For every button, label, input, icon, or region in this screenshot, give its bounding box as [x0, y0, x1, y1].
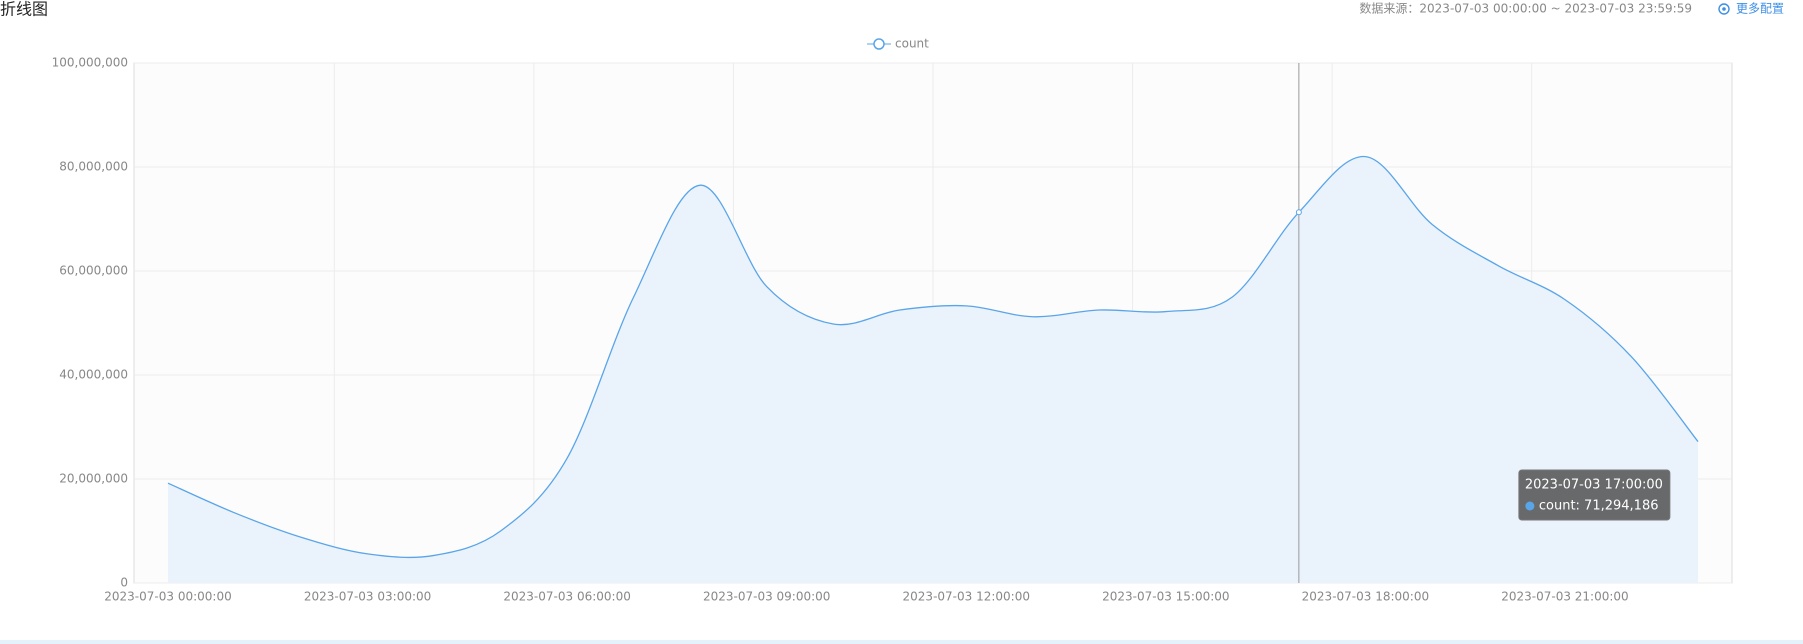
- legend-marker: [873, 38, 885, 50]
- x-tick-label: 2023-07-03 00:00:00: [104, 590, 231, 604]
- data-source: 数据来源：2023-07-03 00:00:00 ~ 2023-07-03 23…: [1359, 1, 1692, 16]
- legend-label: count: [895, 37, 929, 51]
- y-tick-label: 80,000,000: [59, 160, 128, 174]
- y-tick-label: 0: [120, 576, 128, 590]
- tooltip-title: 2023-07-03 17:00:00: [1525, 478, 1663, 493]
- page-title: 折线图: [0, 0, 48, 19]
- x-tick-label: 2023-07-03 09:00:00: [703, 590, 830, 604]
- more-config-link[interactable]: 更多配置: [1736, 2, 1784, 16]
- x-tick-label: 2023-07-03 06:00:00: [503, 590, 630, 604]
- x-tick-label: 2023-07-03 03:00:00: [304, 590, 431, 604]
- y-tick-label: 60,000,000: [59, 264, 128, 278]
- bottom-strip: [0, 640, 1803, 644]
- x-tick-label: 2023-07-03 18:00:00: [1302, 590, 1429, 604]
- hover-point: [1295, 209, 1302, 216]
- tooltip-dot: [1525, 501, 1535, 511]
- x-tick-label: 2023-07-03 15:00:00: [1102, 590, 1229, 604]
- tooltip: [1518, 469, 1671, 521]
- y-tick-label: 100,000,000: [52, 56, 128, 70]
- y-tick-label: 20,000,000: [59, 472, 128, 486]
- area: [168, 156, 1698, 583]
- x-tick-label: 2023-07-03 21:00:00: [1501, 590, 1628, 604]
- gear-icon[interactable]: [1718, 3, 1730, 15]
- tooltip-value: count: 71,294,186: [1539, 499, 1659, 514]
- y-tick-label: 40,000,000: [59, 368, 128, 382]
- x-tick-label: 2023-07-03 12:00:00: [903, 590, 1030, 604]
- line: [167, 155, 1699, 559]
